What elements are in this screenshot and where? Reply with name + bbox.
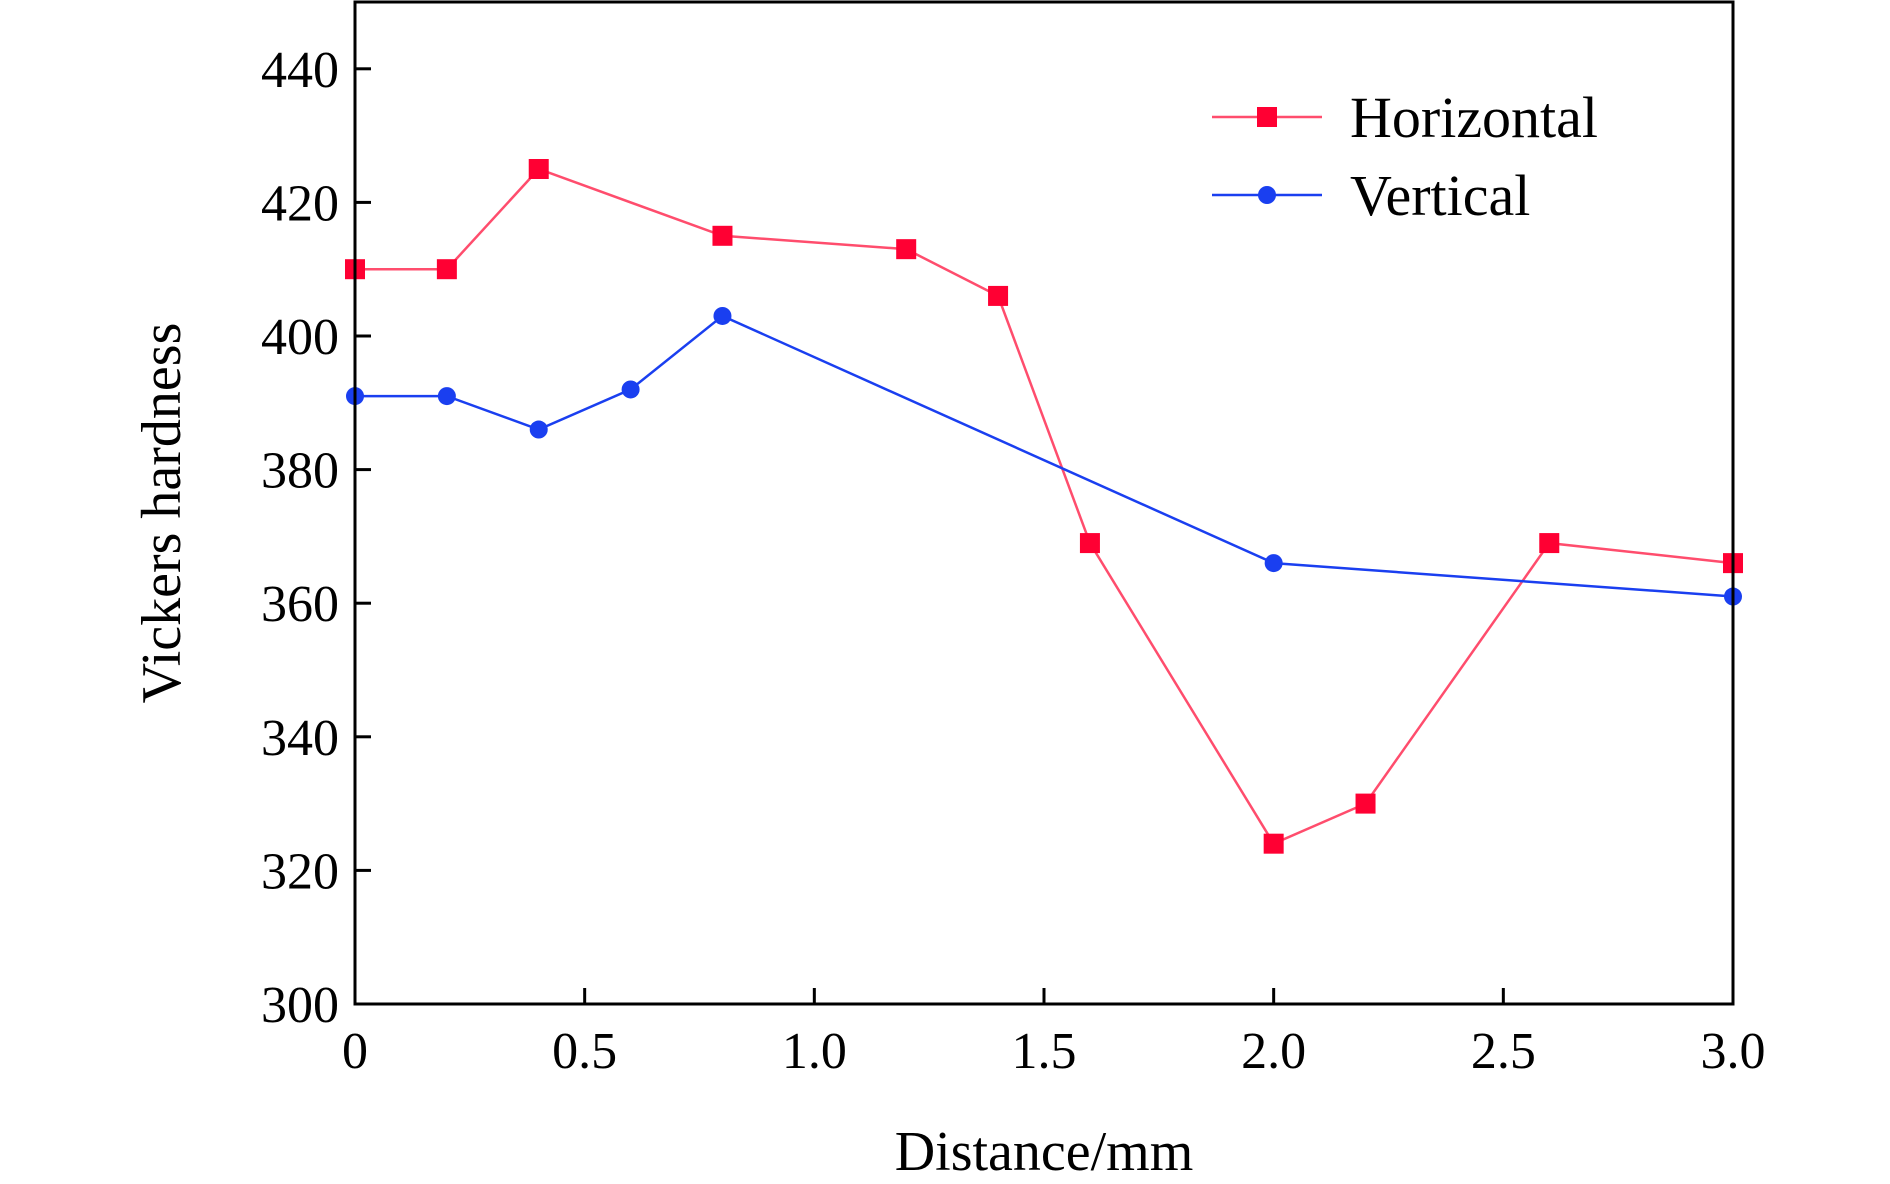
- data-point-horizontal: [528, 159, 549, 179]
- data-point-horizontal: [1263, 833, 1284, 854]
- data-point-horizontal: [1079, 533, 1100, 554]
- plot-frame: [353, 0, 1735, 1006]
- x-tick-label: 2.0: [1241, 1023, 1306, 1080]
- data-point-vertical: [621, 380, 640, 399]
- y-tick-label: 340: [261, 710, 339, 767]
- series-vertical: [346, 306, 1742, 606]
- y-tick-label: 400: [261, 309, 339, 366]
- x-tick-label: 0.5: [552, 1023, 617, 1080]
- x-tick-label: 1.5: [1012, 1023, 1077, 1080]
- data-point-vertical: [713, 306, 732, 325]
- y-tick-label: 440: [261, 42, 339, 99]
- x-tick-label: 1.0: [782, 1023, 847, 1080]
- x-tick-label: 2.5: [1471, 1023, 1536, 1080]
- x-axis-title: Distance/mm: [895, 1121, 1194, 1183]
- x-tick-label: 3.0: [1701, 1023, 1766, 1080]
- data-point-vertical: [529, 420, 548, 439]
- x-tick-label: 0: [342, 1023, 368, 1080]
- legend-marker-horizontal: [1257, 107, 1277, 127]
- legend-item-vertical: Vertical: [1212, 163, 1530, 228]
- legend: Horizontal Vertical: [1212, 85, 1598, 228]
- data-point-horizontal: [1355, 793, 1376, 814]
- series-layer: [345, 159, 1743, 854]
- data-point-vertical: [437, 387, 456, 406]
- y-tick-label: 420: [261, 175, 339, 232]
- y-tick-label: 380: [261, 443, 339, 500]
- series-horizontal: [345, 159, 1743, 854]
- legend-marker-vertical: [1258, 186, 1276, 204]
- data-point-horizontal: [896, 239, 917, 260]
- data-point-horizontal: [436, 259, 457, 280]
- series-line-vertical: [355, 314, 1734, 598]
- data-point-horizontal: [1539, 533, 1560, 554]
- legend-label-horizontal: Horizontal: [1350, 85, 1598, 150]
- y-tick-label: 320: [261, 843, 339, 900]
- series-line-horizontal: [355, 167, 1734, 846]
- legend-item-horizontal: Horizontal: [1212, 85, 1598, 150]
- y-tick-label: 300: [261, 977, 339, 1034]
- ticks-layer: 0 0.5 1.0 1.5 2.0 2.5 3.0 300 320 340 360 380 400 420…: [261, 42, 1766, 1080]
- legend-label-vertical: Vertical: [1350, 163, 1530, 228]
- data-point-vertical: [1264, 554, 1283, 573]
- data-point-horizontal: [988, 285, 1009, 306]
- y-tick-label: 360: [261, 576, 339, 633]
- y-axis-title: Vickers hardness: [131, 323, 193, 704]
- data-point-horizontal: [712, 225, 733, 246]
